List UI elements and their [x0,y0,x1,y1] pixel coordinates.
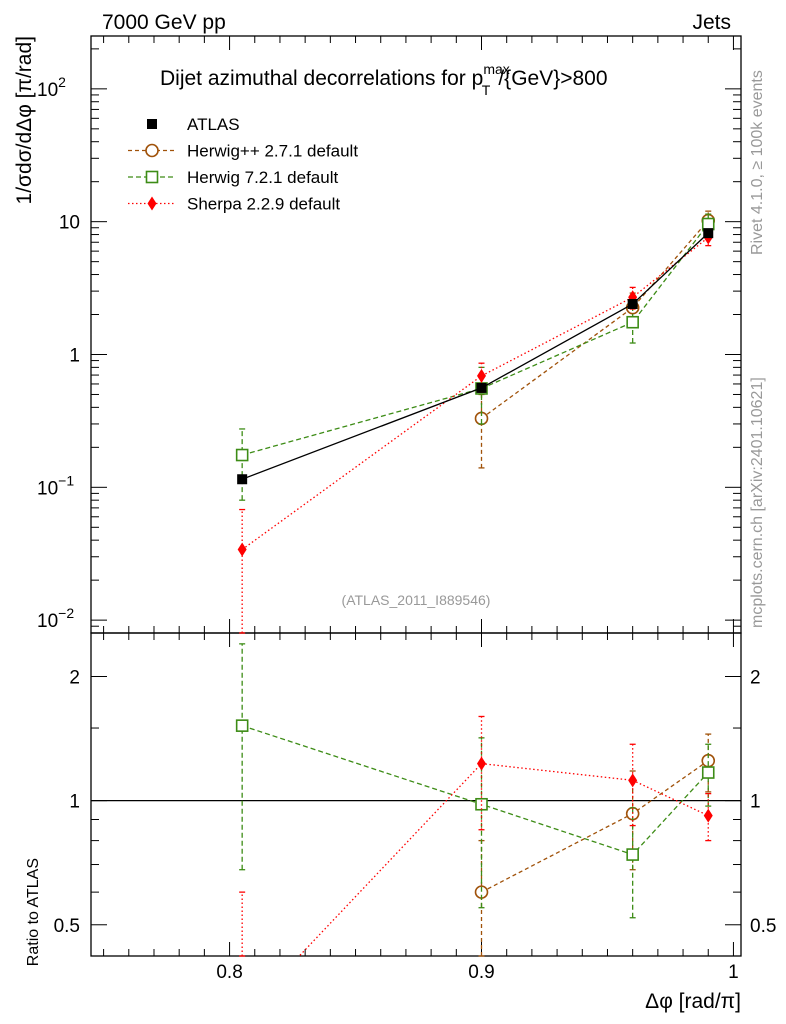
sherpa-2-2-9-default-ratio-line [298,762,709,956]
x-tick-label: 1 [728,962,739,983]
atlas-main-point [627,298,638,309]
y-axis-label: 1/σdσ/dΔφ [π/rad] [13,36,36,204]
legend-herwig-2-7-1-default-label: Herwig++ 2.7.1 default [187,142,358,161]
herwig-2-7-1-default-main-line [481,220,709,419]
y-tick-label: 1 [69,345,80,366]
atlas-main-point [237,474,248,485]
sherpa-2-2-9-default-ratio-point [628,773,638,788]
ratio-tick-label-right: 2 [750,668,761,689]
herwig-7-2-1-default-ratio-line [241,725,709,856]
ratio-tick-label: 2 [69,668,80,689]
herwig-7-2-1-default-main-point [626,315,639,329]
rivet-version-label: Rivet 4.1.0, ≥ 100k events [749,70,766,255]
legend-herwig-7-2-1-default-label: Herwig 7.2.1 default [187,168,338,187]
y-tick-label: 102 [37,74,66,101]
chart-title: Dijet azimuthal decorrelations for pmax T… [160,61,608,98]
herwig-7-2-1-default-main-line [242,223,709,456]
atlas-main-point [476,382,487,393]
legend-herwig-7-2-1-default-marker [145,170,159,184]
herwig-2-7-1-default-ratio-line [481,760,709,893]
sherpa-2-2-9-default-ratio-point [703,808,713,823]
ratio-tick-label-right: 0.5 [750,916,776,937]
collision-label: 7000 GeV pp [102,11,226,34]
sherpa-2-2-9-default-main-point [237,542,247,557]
chart-title-sub: T [482,82,491,98]
category-label: Jets [692,11,731,34]
herwig-7-2-1-default-main-point [235,448,249,462]
y-tick-label: 10 [59,213,80,234]
legend-atlas-marker [147,119,157,129]
legend-atlas-label: ATLAS [187,115,240,134]
mcplots-label: mcplots.cern.ch [arXiv:2401.10621] [749,377,766,628]
chart-title-prefix: Dijet azimuthal decorrelations for p [160,67,483,90]
sherpa-2-2-9-default-main-line [241,236,709,551]
atlas-main-point [703,228,714,239]
atlas-main-line [241,232,709,480]
y-tick-label: 10−1 [37,472,74,499]
y-tick-label: 10−2 [37,605,74,632]
chart-title-suffix: /{GeV}>800 [498,67,607,90]
analysis-id-label: (ATLAS_2011_I889546) [342,592,491,608]
legend-sherpa-2-2-9-default-label: Sherpa 2.2.9 default [187,195,340,214]
herwig-7-2-1-default-ratio-point [701,766,715,779]
legend-herwig-2-7-1-default-marker [145,143,159,158]
chart-title-sup: max [483,61,509,77]
ratio-tick-label: 0.5 [54,916,80,937]
legend-sherpa-2-2-9-default-marker [147,196,157,211]
ratio-tick-label-right: 1 [750,792,761,813]
x-axis-label: Δφ [rad/π] [645,990,741,1013]
ratio-axis-label: Ratio to ATLAS [25,858,42,966]
ratio-plot-frame [90,632,742,957]
x-tick-label: 0.9 [468,962,494,983]
x-tick-label: 0.8 [216,962,242,983]
herwig-7-2-1-default-ratio-point [626,848,639,861]
herwig-7-2-1-default-ratio-point [235,719,249,732]
sherpa-2-2-9-default-ratio-point [477,756,487,771]
sherpa-2-2-9-default-main-point [477,368,487,383]
ratio-tick-label: 1 [69,792,80,813]
herwig-7-2-1-default-main-point [701,217,715,231]
